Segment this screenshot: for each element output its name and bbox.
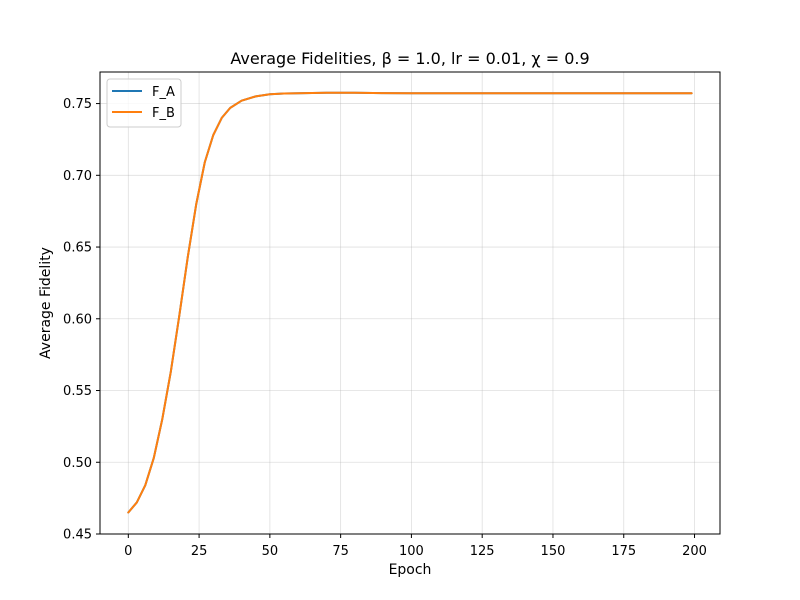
legend-label-f-a: F_A <box>152 85 175 100</box>
y-axis-label: Average Fidelity <box>38 247 54 359</box>
x-axis-ticks: 0 25 50 75 100 125 150 175 200 <box>124 534 707 559</box>
x-tick-label: 150 <box>541 544 566 559</box>
y-tick-label: 0.55 <box>63 384 92 399</box>
y-tick-label: 0.70 <box>63 169 92 184</box>
legend: F_A F_B <box>106 78 182 128</box>
x-tick-label: 100 <box>399 544 424 559</box>
y-tick-label: 0.50 <box>63 456 92 471</box>
x-tick-label: 200 <box>682 544 707 559</box>
y-tick-label: 0.60 <box>63 312 92 327</box>
x-tick-label: 25 <box>191 544 208 559</box>
x-axis-label: Epoch <box>389 562 432 578</box>
y-tick-label: 0.65 <box>63 241 92 256</box>
x-tick-label: 0 <box>124 544 132 559</box>
plot-frame <box>99 71 721 535</box>
y-tick-label: 0.45 <box>63 528 92 543</box>
x-tick-label: 175 <box>611 544 636 559</box>
chart-title: Average Fidelities, β = 1.0, lr = 0.01, … <box>230 49 589 68</box>
x-tick-label: 125 <box>470 544 495 559</box>
x-tick-label: 50 <box>262 544 279 559</box>
y-axis-ticks: 0.45 0.50 0.55 0.60 0.65 0.70 0.75 <box>63 97 100 543</box>
legend-label-f-b: F_B <box>152 106 175 121</box>
series-lines <box>127 91 693 514</box>
y-tick-label: 0.75 <box>63 97 92 112</box>
series-line-f-b <box>127 91 693 514</box>
x-tick-label: 75 <box>332 544 349 559</box>
